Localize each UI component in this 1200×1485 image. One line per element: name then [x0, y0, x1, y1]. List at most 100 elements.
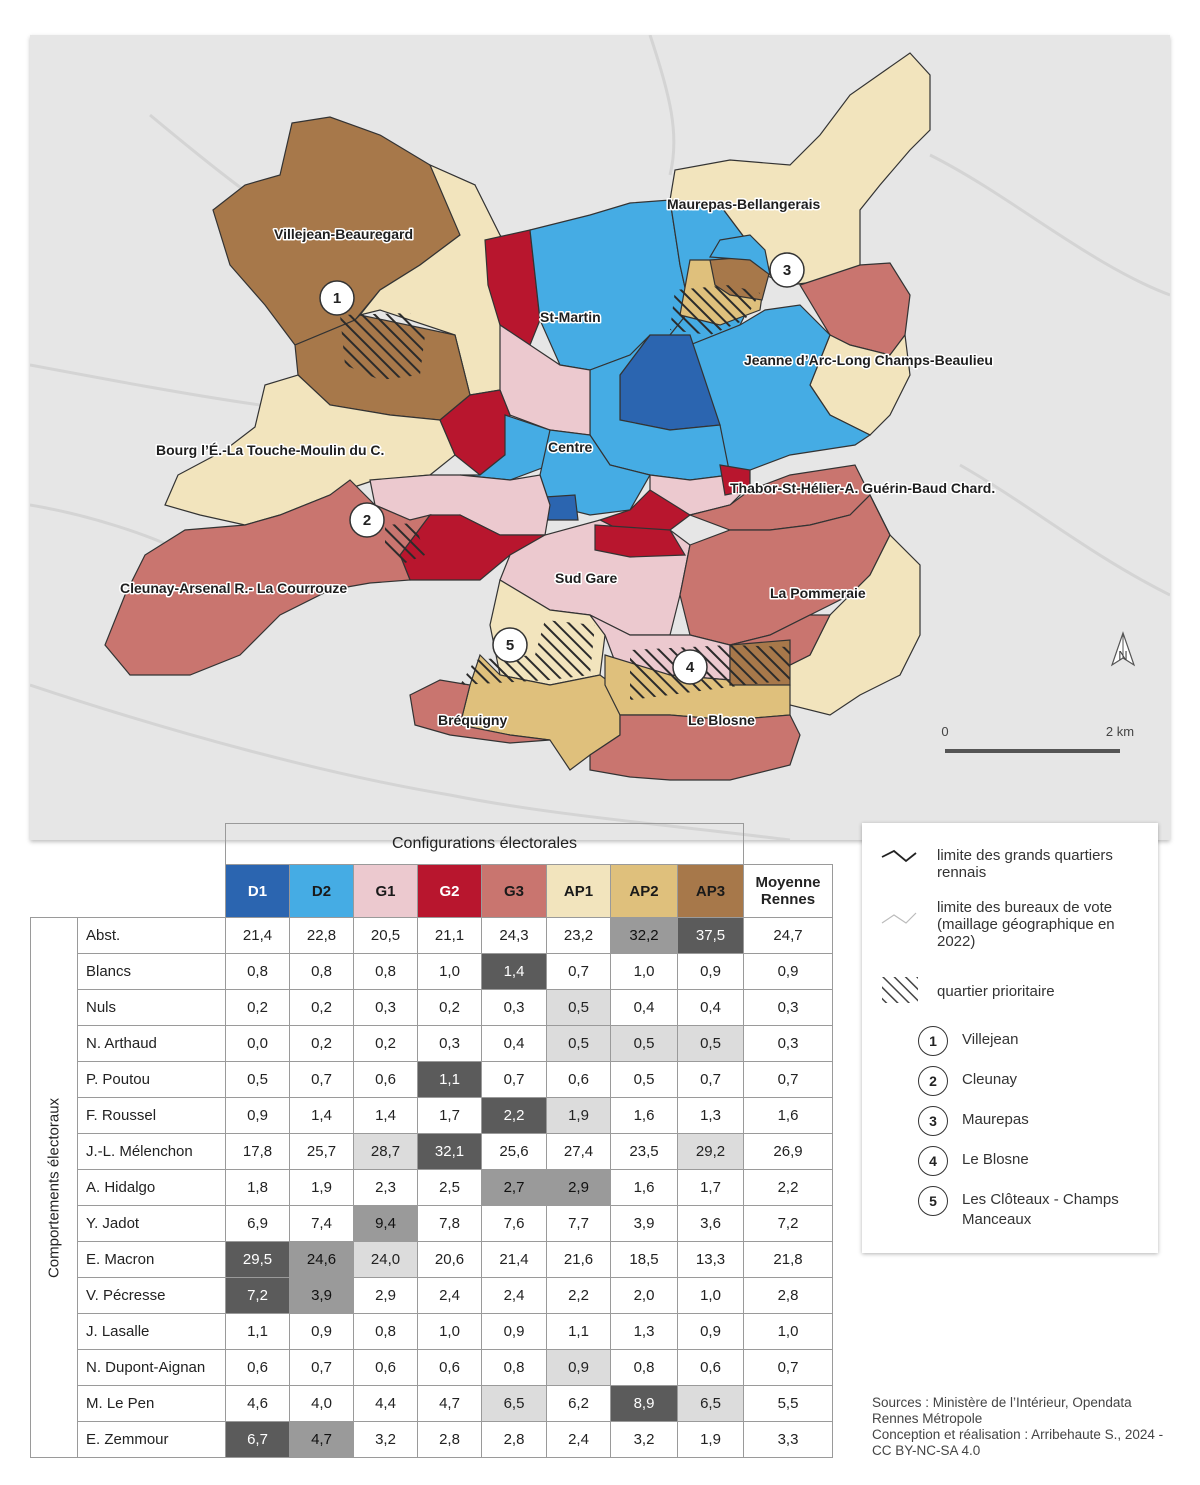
table-cell: 6,5: [481, 1385, 547, 1422]
priority-zone-blosne: [630, 645, 790, 700]
table-cell: 4,7: [289, 1421, 354, 1458]
table-row: Blancs 0,8 0,8 0,8 1,0 1,4 0,7 1,0 0,9 0,9: [31, 953, 833, 990]
table-cell: 13,3: [677, 1241, 744, 1278]
table-cell: 0,8: [353, 953, 418, 990]
legend-qp-name-4: Le Blosne: [962, 1151, 1029, 1168]
table-cell: 3,9: [289, 1277, 354, 1314]
table-row: Y. Jadot 6,9 7,4 9,4 7,8 7,6 7,7 3,9 3,6 7,2: [31, 1205, 833, 1242]
table-cell: 1,9: [289, 1169, 354, 1206]
svg-text:2: 2: [363, 512, 371, 529]
district-sudgare-g2: [594, 524, 687, 558]
row-label: V. Pécresse: [77, 1277, 226, 1314]
table-cell: 0,2: [417, 989, 482, 1026]
scale-bar: 0 2 km: [941, 724, 1134, 753]
label-stmartin: St-Martin: [540, 309, 601, 325]
mean-cell: 2,8: [743, 1277, 833, 1314]
mean-cell: 24,7: [743, 917, 833, 954]
table-cell: 1,6: [610, 1097, 678, 1134]
table-cell: 2,4: [417, 1277, 482, 1314]
mean-cell: 7,2: [743, 1205, 833, 1242]
table-cell: 29,5: [225, 1241, 290, 1278]
table-cell: 2,9: [353, 1277, 418, 1314]
table-cell: 2,4: [546, 1421, 611, 1458]
table-cell: 0,9: [225, 1097, 290, 1134]
configurations-table: Configurations électorales D1 D2 G1 G2 G3 AP1…: [30, 823, 833, 1458]
mean-cell: 0,7: [743, 1061, 833, 1098]
table-row: N. Dupont-Aignan 0,6 0,7 0,6 0,6 0,8 0,9 0,8 0,6…: [31, 1349, 833, 1386]
table-row: V. Pécresse 7,2 3,9 2,9 2,4 2,4 2,2 2,0 1,0 2,8: [31, 1277, 833, 1314]
table-cell: 21,6: [546, 1241, 611, 1278]
column-header-row: D1 D2 G1 G2 G3 AP1 AP2 AP3 Moyenne Rennes: [31, 864, 833, 918]
district-boundary-icon: [881, 849, 917, 863]
priority-zone-closteaux: [460, 620, 595, 685]
table-row: E. Macron 29,5 24,6 24,0 20,6 21,4 21,6 18,5 13,…: [31, 1241, 833, 1278]
table-cell: 6,9: [225, 1205, 290, 1242]
table-cell: 2,5: [417, 1169, 482, 1206]
table-cell: 1,4: [481, 953, 547, 990]
table-cell: 2,2: [481, 1097, 547, 1134]
legend-qp-marker-5: 5: [918, 1186, 948, 1216]
table-cell: 21,4: [225, 917, 290, 954]
polling-boundary-icon: [881, 912, 917, 924]
table-cell: 25,7: [289, 1133, 354, 1170]
label-maurepas: Maurepas-Bellangerais: [667, 196, 820, 212]
table-cell: 0,6: [353, 1061, 418, 1098]
mean-cell: 1,0: [743, 1313, 833, 1350]
table-cell: 0,7: [677, 1061, 744, 1098]
legend-bureaux: limite des bureaux de vote (maillage géo…: [937, 899, 1115, 950]
table-cell: 0,8: [289, 953, 354, 990]
sources-note: Sources : Ministère de l’Intérieur, Open…: [872, 1395, 1172, 1459]
map-svg: Villejean-Beauregard Maurepas-Bellangera…: [30, 35, 1170, 840]
label-blosne: Le Blosne: [688, 712, 755, 728]
table-cell: 29,2: [677, 1133, 744, 1170]
table-cell: 21,1: [417, 917, 482, 954]
table-cell: 7,8: [417, 1205, 482, 1242]
table-cell: 2,8: [417, 1421, 482, 1458]
label-jeanne: Jeanne d’Arc-Long Champs-Beaulieu: [744, 352, 993, 368]
row-label: P. Poutou: [77, 1061, 226, 1098]
table-cell: 0,6: [353, 1349, 418, 1386]
table-cell: 0,2: [225, 989, 290, 1026]
table-cell: 1,7: [677, 1169, 744, 1206]
legend-qp-name-2: Cleunay: [962, 1071, 1018, 1088]
table-cell: 2,4: [481, 1277, 547, 1314]
table-cell: 1,1: [417, 1061, 482, 1098]
map-panel: Villejean-Beauregard Maurepas-Bellangera…: [30, 35, 1170, 840]
table-cell: 7,2: [225, 1277, 290, 1314]
table-cell: 0,9: [677, 953, 744, 990]
marker-5: 5: [492, 627, 528, 663]
table-cell: 0,9: [289, 1313, 354, 1350]
row-label: E. Macron: [77, 1241, 226, 1278]
table-cell: 1,9: [546, 1097, 611, 1134]
label-centre: Centre: [548, 439, 593, 455]
mean-cell: 3,3: [743, 1421, 833, 1458]
table-cell: 1,1: [546, 1313, 611, 1350]
label-thabor: Thabor-St-Hélier-A. Guérin-Baud Chard.: [730, 480, 995, 496]
table-cell: 0,5: [677, 1025, 744, 1062]
row-label: E. Zemmour: [77, 1421, 226, 1458]
table-cell: 1,0: [417, 953, 482, 990]
mean-cell: 5,5: [743, 1385, 833, 1422]
table-cell: 1,4: [353, 1097, 418, 1134]
legend-qp-name-5: Les Clôteaux - Champs Manceaux: [962, 1191, 1119, 1228]
table-cell: 0,7: [289, 1061, 354, 1098]
table-cell: 1,0: [610, 953, 678, 990]
table-row: A. Hidalgo 1,8 1,9 2,3 2,5 2,7 2,9 1,6 1,7 2,2: [31, 1169, 833, 1206]
table-cell: 3,6: [677, 1205, 744, 1242]
priority-markers: 1 2 3 4 5: [319, 252, 805, 685]
table-row: Nuls 0,2 0,2 0,3 0,2 0,3 0,5 0,4 0,4 0,3: [31, 989, 833, 1026]
table-cell: 0,5: [225, 1061, 290, 1098]
table-cell: 0,7: [481, 1061, 547, 1098]
mean-cell: 0,9: [743, 953, 833, 990]
row-label: N. Arthaud: [77, 1025, 226, 1062]
table-body: Comportements électoraux Abst. 21,4 22,8 20,…: [30, 917, 833, 1458]
mean-cell: 0,3: [743, 989, 833, 1026]
label-sudgare: Sud Gare: [555, 570, 617, 586]
table-cell: 2,0: [610, 1277, 678, 1314]
marker-2: 2: [349, 502, 385, 538]
column-header-g2: G2: [417, 864, 482, 918]
table-cell: 4,7: [417, 1385, 482, 1422]
priority-zone-cleunay: [385, 523, 425, 565]
table-cell: 4,0: [289, 1385, 354, 1422]
table-row: N. Arthaud 0,0 0,2 0,2 0,3 0,4 0,5 0,5 0,5 0,3: [31, 1025, 833, 1062]
